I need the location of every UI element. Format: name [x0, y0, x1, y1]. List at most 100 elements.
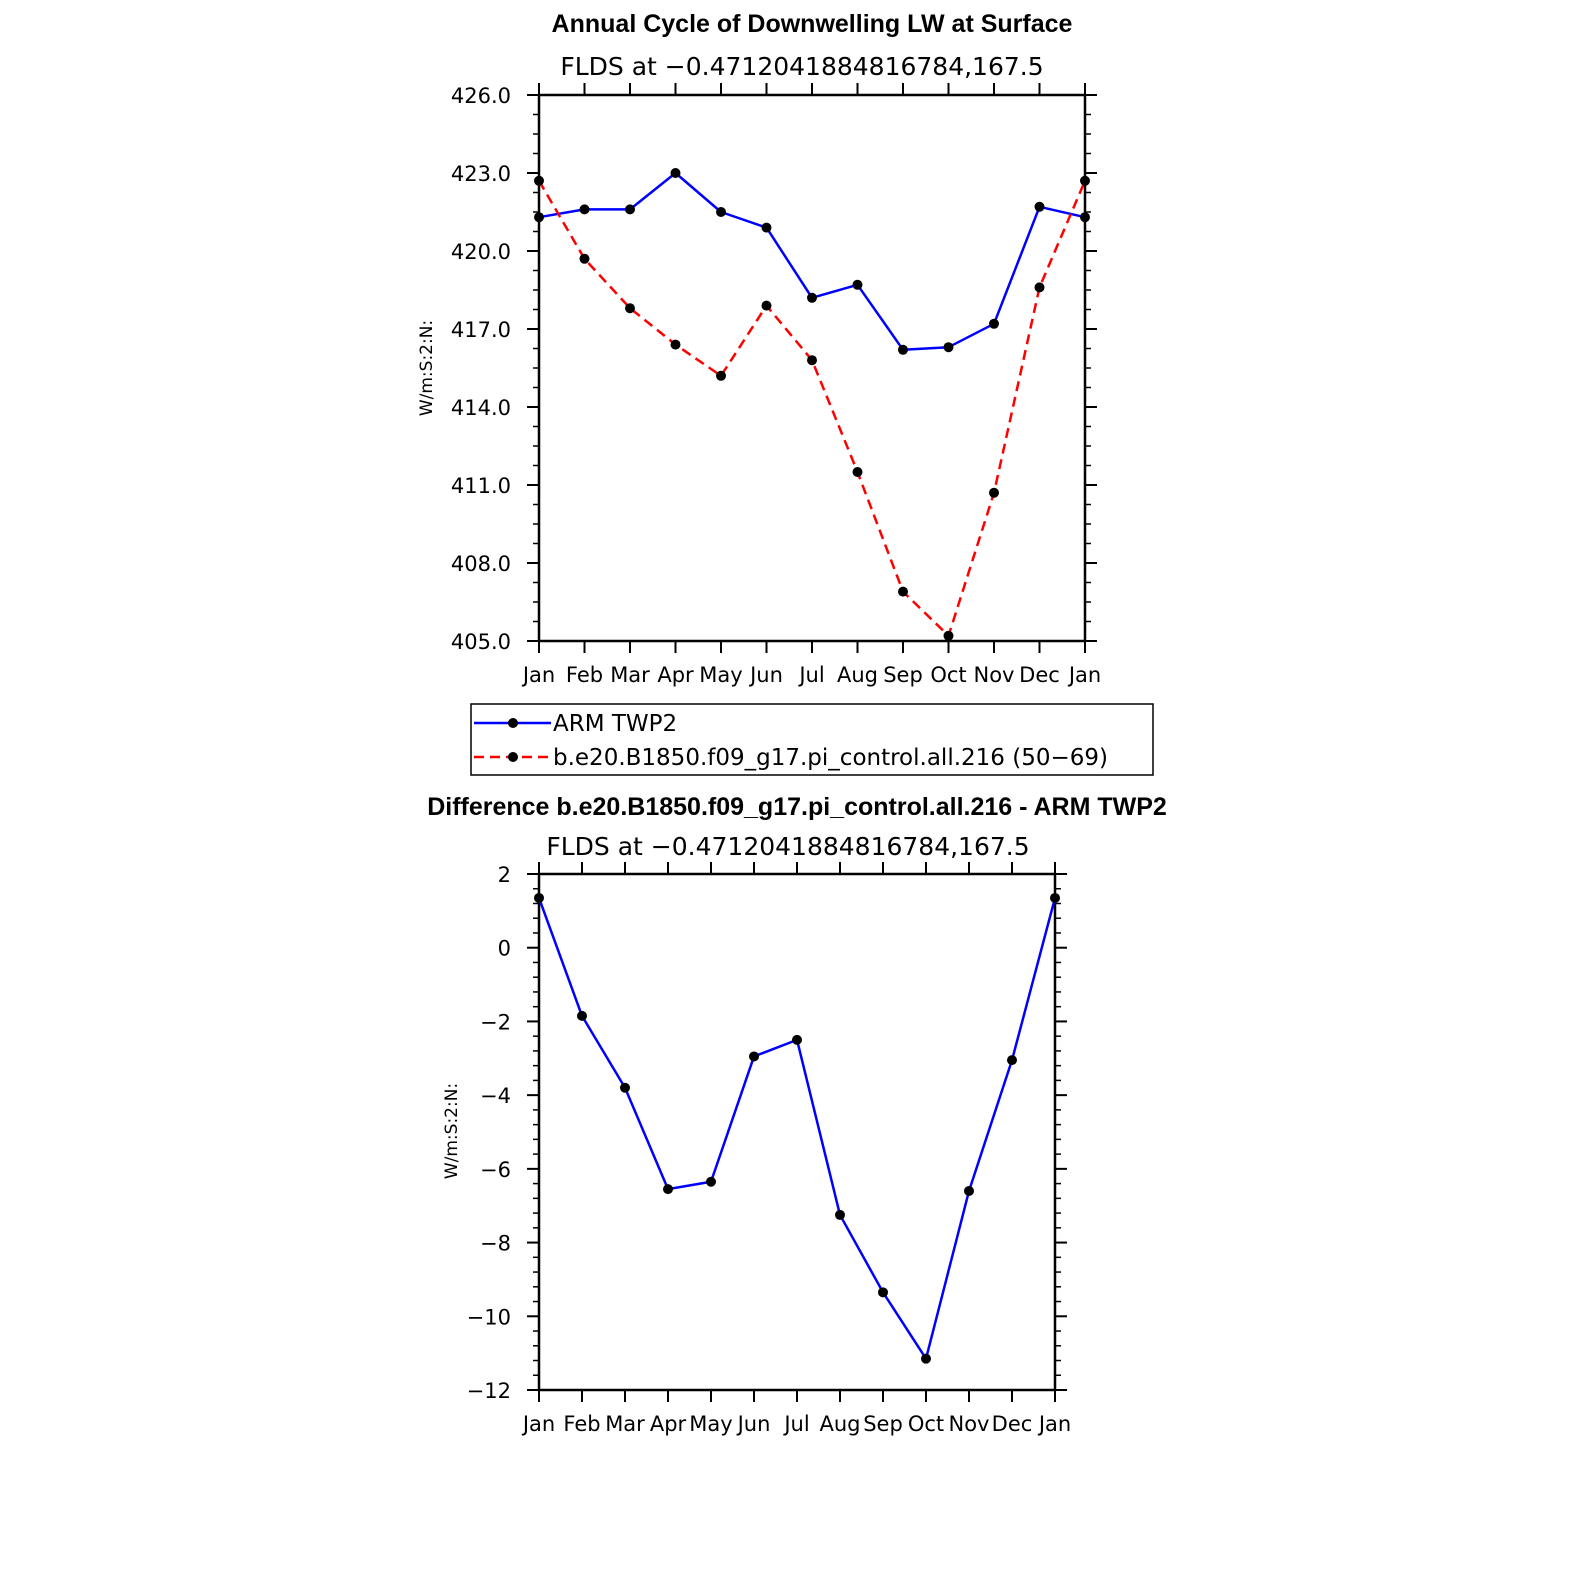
data-point [670, 168, 681, 178]
y-tick-label: 0 [498, 937, 511, 961]
data-point [716, 207, 726, 217]
legend-label-model: b.e20.B1850.f09_g17.pi_control.all.216 (… [553, 745, 1108, 771]
chart-subtitle: FLDS at −0.4712041884816784,167.5 [546, 832, 1029, 861]
chart-title: Difference b.e20.B1850.f09_g17.pi_contro… [427, 793, 1167, 821]
data-point [534, 892, 544, 903]
data-point [1080, 212, 1090, 223]
data-point [761, 222, 772, 233]
data-point [807, 292, 817, 303]
x-tick-label: Jan [521, 1412, 555, 1436]
x-tick-label: Jan [1037, 1412, 1071, 1436]
series-line-0 [538, 171, 1086, 352]
legend-marker-arm-twp2 [508, 718, 518, 728]
data-point [898, 344, 908, 355]
data-point [749, 1051, 759, 1062]
data-point [625, 303, 635, 314]
legend-marker-model [508, 752, 518, 762]
y-tick-label: 405.0 [451, 630, 511, 654]
difference-chart: Difference b.e20.B1850.f09_g17.pi_contro… [427, 793, 1167, 1436]
y-tick-label: 423.0 [451, 162, 511, 186]
plot-area: Jan Feb Mar Apr May Jun Jul Aug Sep Oct Nov Dec Jan−… [467, 862, 1071, 1436]
y-tick-label: −2 [480, 1010, 511, 1034]
chart-subtitle: FLDS at −0.4712041884816784,167.5 [560, 52, 1043, 81]
data-point [761, 300, 772, 311]
x-tick-label: Feb [566, 663, 603, 687]
data-point [964, 1185, 974, 1196]
x-tick-label: Jun [736, 1412, 771, 1436]
data-point [625, 204, 635, 215]
y-tick-label: 411.0 [451, 474, 511, 498]
data-point [1034, 201, 1045, 212]
data-point [716, 370, 726, 381]
x-tick-label: May [689, 1412, 732, 1436]
data-point [534, 212, 544, 223]
y-tick-label: −4 [480, 1084, 511, 1108]
data-point [577, 1010, 587, 1021]
series-line-0 [537, 897, 1057, 1360]
data-point [1034, 282, 1045, 293]
x-tick-label: Sep [883, 663, 923, 687]
data-point [921, 1353, 931, 1364]
legend-label-arm-twp2: ARM TWP2 [553, 711, 677, 737]
x-tick-label: Sep [863, 1412, 903, 1436]
series-line-1 [537, 180, 1087, 638]
y-tick-label: 426.0 [451, 84, 511, 108]
plot-frame [537, 872, 1057, 1392]
y-axis-label: W/m:S:2:N: [442, 1083, 462, 1179]
x-tick-label: Nov [974, 663, 1015, 687]
y-axis-label: W/m:S:2:N: [417, 320, 437, 416]
chart-title: Annual Cycle of Downwelling LW at Surfac… [552, 10, 1073, 38]
x-tick-label: Mar [610, 663, 650, 687]
x-tick-label: Jun [748, 663, 783, 687]
data-point [852, 279, 863, 290]
y-tick-label: −8 [480, 1232, 511, 1256]
data-point [1050, 892, 1060, 903]
data-point [670, 339, 681, 350]
x-tick-label: Apr [650, 1412, 687, 1436]
data-point [534, 175, 544, 186]
y-tick-label: 408.0 [451, 552, 511, 576]
y-tick-label: −6 [480, 1158, 511, 1182]
data-point [663, 1184, 673, 1195]
data-point [878, 1287, 888, 1298]
plot-area: Jan Feb Mar Apr May Jun Jul Aug Sep Oct Nov Dec Jan 4… [451, 83, 1101, 687]
y-tick-label: 2 [498, 863, 511, 887]
x-tick-label: May [699, 663, 742, 687]
data-point [989, 318, 999, 329]
x-tick-label: Nov [949, 1412, 990, 1436]
data-point [898, 586, 908, 597]
data-point [835, 1209, 845, 1220]
x-tick-label: Apr [657, 663, 694, 687]
x-tick-label: Mar [605, 1412, 645, 1436]
x-tick-label: Jul [782, 1412, 809, 1436]
data-point [807, 355, 817, 366]
x-tick-label: Jan [1067, 663, 1101, 687]
data-point [1080, 175, 1090, 186]
y-tick-label: 420.0 [451, 240, 511, 264]
x-tick-label: Oct [930, 663, 966, 687]
data-point [579, 204, 590, 215]
data-point [579, 253, 590, 264]
y-tick-label: −12 [467, 1379, 511, 1403]
annual-cycle-chart: Annual Cycle of Downwelling LW at Surfac… [417, 10, 1101, 687]
x-tick-label: Dec [992, 1412, 1033, 1436]
x-tick-label: Feb [563, 1412, 600, 1436]
y-tick-label: 414.0 [451, 396, 511, 420]
plot-frame [537, 93, 1087, 643]
data-point [1007, 1055, 1017, 1066]
x-tick-label: Dec [1019, 663, 1060, 687]
x-tick-label: Aug [819, 1412, 860, 1436]
data-point [852, 467, 863, 477]
data-point [792, 1034, 802, 1045]
data-point [706, 1176, 716, 1187]
y-tick-label: −10 [467, 1305, 511, 1329]
legend: ARM TWP2 b.e20.B1850.f09_g17.pi_control.… [470, 703, 1154, 776]
legend-box [470, 703, 1154, 776]
data-point [989, 487, 999, 498]
data-point [943, 342, 954, 353]
x-tick-label: Jul [797, 663, 824, 687]
y-tick-label: 417.0 [451, 318, 511, 342]
x-tick-label: Aug [837, 663, 878, 687]
data-point [943, 630, 954, 641]
